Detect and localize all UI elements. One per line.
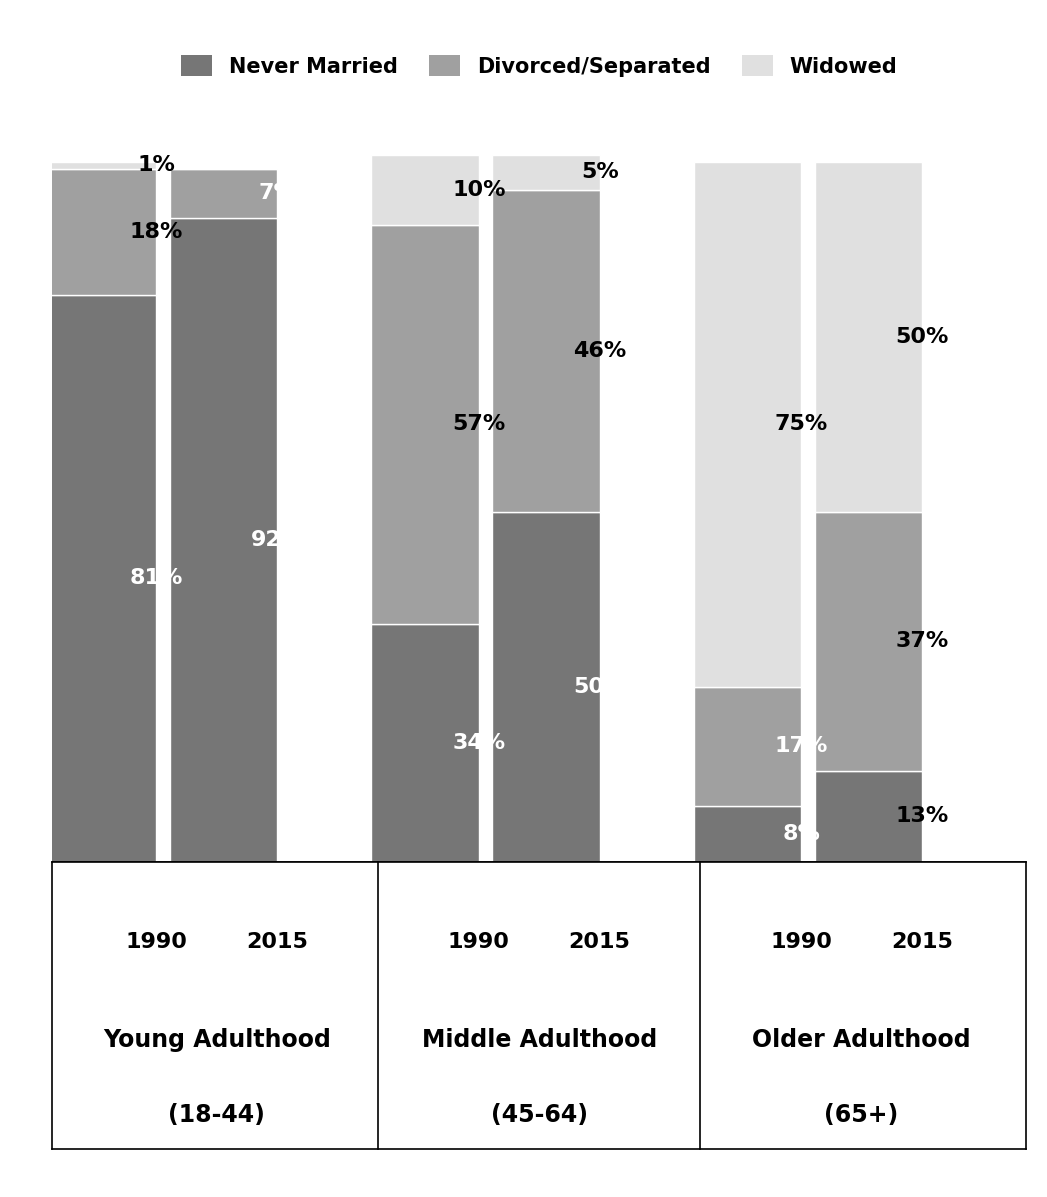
Text: 2015: 2015: [891, 932, 953, 953]
Text: 75%: 75%: [775, 414, 828, 435]
Bar: [372, 154, 478, 225]
Text: 5%: 5%: [581, 163, 619, 182]
Bar: [49, 169, 156, 294]
Bar: [492, 154, 600, 189]
Bar: [170, 169, 277, 218]
Text: 1990: 1990: [448, 932, 510, 953]
Text: 57%: 57%: [452, 414, 506, 435]
Text: 18%: 18%: [130, 221, 183, 242]
Text: (18-44): (18-44): [169, 1102, 265, 1126]
Text: 81%: 81%: [130, 569, 183, 588]
Bar: [694, 687, 801, 806]
Bar: [49, 162, 156, 169]
Bar: [372, 624, 478, 862]
Bar: [815, 771, 922, 862]
Text: Young Adulthood: Young Adulthood: [103, 1028, 331, 1052]
Bar: [49, 294, 156, 862]
Text: 8%: 8%: [782, 824, 820, 844]
Text: 1990: 1990: [771, 932, 832, 953]
Bar: [694, 162, 801, 687]
Text: 46%: 46%: [573, 341, 626, 360]
Text: 1%: 1%: [137, 156, 176, 175]
Bar: [815, 512, 922, 771]
Text: 13%: 13%: [895, 807, 949, 826]
Text: (45-64): (45-64): [491, 1102, 587, 1126]
Text: (65+): (65+): [824, 1102, 898, 1126]
Text: Older Adulthood: Older Adulthood: [752, 1028, 971, 1052]
Text: 50%: 50%: [895, 327, 949, 347]
Text: 1990: 1990: [126, 932, 187, 953]
Text: 10%: 10%: [452, 180, 506, 200]
Text: 2015: 2015: [246, 932, 308, 953]
Text: 2015: 2015: [569, 932, 630, 953]
Text: Middle Adulthood: Middle Adulthood: [422, 1028, 656, 1052]
Text: 50%: 50%: [573, 676, 626, 697]
Bar: [492, 512, 600, 862]
Bar: [815, 162, 922, 512]
Text: 17%: 17%: [775, 736, 828, 757]
Text: 34%: 34%: [452, 733, 506, 753]
Text: 7%: 7%: [259, 183, 296, 203]
Bar: [170, 218, 277, 862]
Bar: [492, 189, 600, 512]
Bar: [372, 225, 478, 624]
Text: 37%: 37%: [895, 631, 949, 651]
Bar: [694, 806, 801, 862]
Text: 92%: 92%: [250, 530, 304, 549]
Legend: Never Married, Divorced/Separated, Widowed: Never Married, Divorced/Separated, Widow…: [173, 47, 906, 85]
